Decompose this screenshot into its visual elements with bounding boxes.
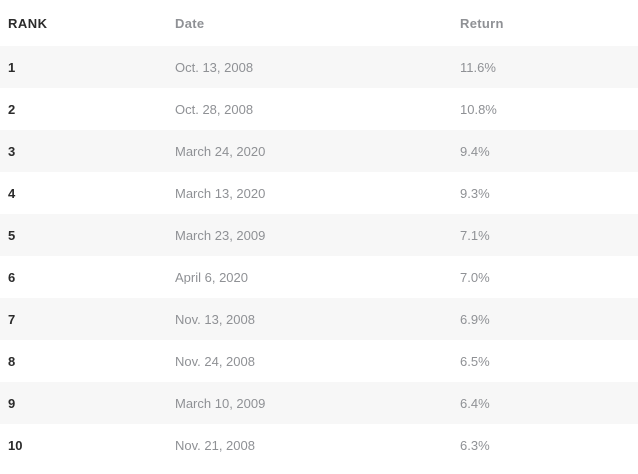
return-cell: 6.3% xyxy=(460,438,490,452)
rank-cell: 5 xyxy=(8,228,16,242)
date-cell: Oct. 13, 2008 xyxy=(175,60,254,74)
date-cell: March 10, 2009 xyxy=(175,396,266,410)
date-cell: Nov. 24, 2008 xyxy=(175,354,255,368)
date-cell: Nov. 21, 2008 xyxy=(175,438,255,452)
date-cell: March 23, 2009 xyxy=(175,228,266,242)
return-cell: 11.6% xyxy=(460,60,496,74)
date-cell: March 13, 2020 xyxy=(175,186,266,200)
table-row: 4 March 13, 2020 9.3% xyxy=(0,172,638,214)
rank-cell: 9 xyxy=(8,396,16,410)
rank-cell: 10 xyxy=(8,438,23,452)
table-row: 7 Nov. 13, 2008 6.9% xyxy=(0,298,638,340)
date-cell: Nov. 13, 2008 xyxy=(175,312,255,326)
return-cell: 7.0% xyxy=(460,270,490,284)
date-cell: March 24, 2020 xyxy=(175,144,266,158)
table-row: 9 March 10, 2009 6.4% xyxy=(0,382,638,424)
return-cell: 9.4% xyxy=(460,144,490,158)
return-cell: 10.8% xyxy=(460,102,497,116)
return-cell: 6.9% xyxy=(460,312,490,326)
table-row: 1 Oct. 13, 2008 11.6% xyxy=(0,46,638,88)
rank-cell: 8 xyxy=(8,354,16,368)
rank-cell: 6 xyxy=(8,270,16,284)
rank-cell: 2 xyxy=(8,102,16,116)
table-header-row: RANK Date Return xyxy=(0,0,638,46)
column-header-date: Date xyxy=(175,16,205,30)
column-header-rank: RANK xyxy=(8,16,48,30)
column-header-return: Return xyxy=(460,16,504,30)
return-cell: 6.5% xyxy=(460,354,490,368)
rank-cell: 4 xyxy=(8,186,16,200)
rank-cell: 1 xyxy=(8,60,16,74)
table-row: 3 March 24, 2020 9.4% xyxy=(0,130,638,172)
return-cell: 7.1% xyxy=(460,228,490,242)
table-row: 10 Nov. 21, 2008 6.3% xyxy=(0,424,638,466)
return-cell: 9.3% xyxy=(460,186,490,200)
table-body: 1 Oct. 13, 2008 11.6% 2 Oct. 28, 2008 10… xyxy=(0,46,638,466)
table-row: 8 Nov. 24, 2008 6.5% xyxy=(0,340,638,382)
date-cell: April 6, 2020 xyxy=(175,270,248,284)
rank-cell: 7 xyxy=(8,312,16,326)
date-cell: Oct. 28, 2008 xyxy=(175,102,254,116)
table-row: 2 Oct. 28, 2008 10.8% xyxy=(0,88,638,130)
table-row: 6 April 6, 2020 7.0% xyxy=(0,256,638,298)
table-row: 5 March 23, 2009 7.1% xyxy=(0,214,638,256)
rank-cell: 3 xyxy=(8,144,16,158)
return-cell: 6.4% xyxy=(460,396,490,410)
